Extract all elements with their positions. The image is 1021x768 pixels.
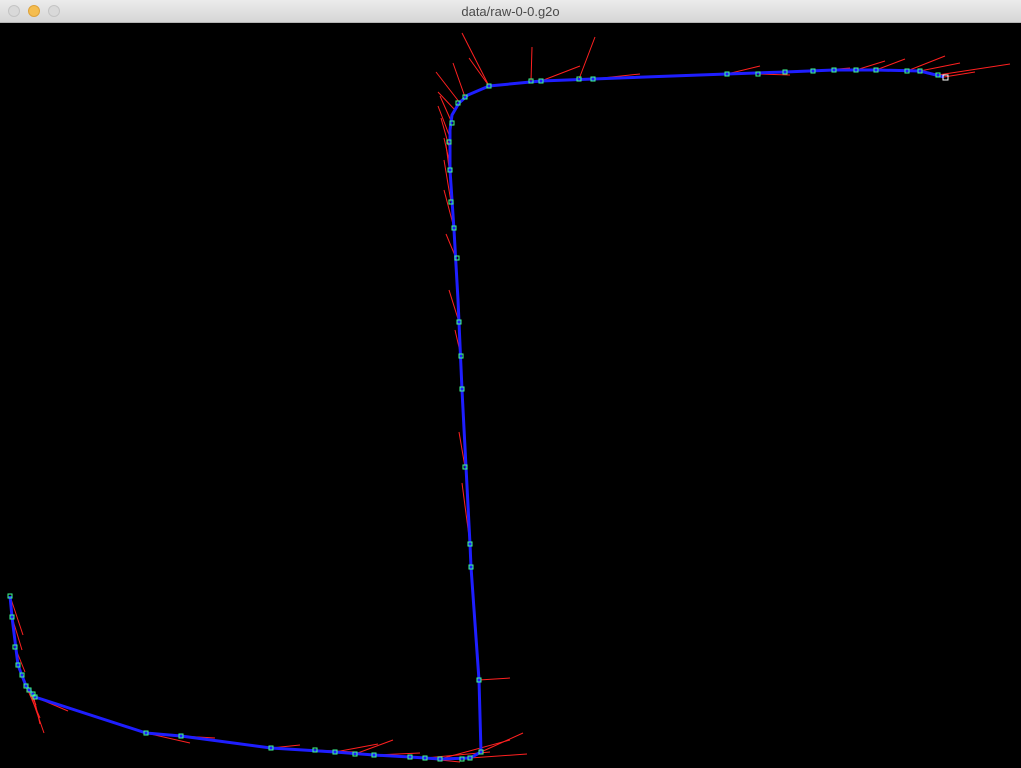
pose-vertex: [528, 78, 534, 84]
pose-vertex: [935, 72, 941, 78]
zoom-button[interactable]: [48, 5, 60, 17]
pose-vertex: [446, 139, 452, 145]
pose-vertex: [831, 67, 837, 73]
pose-vertex: [476, 677, 482, 683]
constraint-edge: [469, 753, 528, 759]
pose-vertex: [143, 730, 149, 736]
close-button[interactable]: [8, 5, 20, 17]
pose-vertex: [26, 687, 32, 693]
pose-vertex: [458, 353, 464, 359]
pose-vertex: [478, 749, 484, 755]
pose-vertex: [456, 319, 462, 325]
pose-vertex: [15, 662, 21, 668]
constraint-edge: [540, 65, 581, 82]
pose-vertex: [590, 76, 596, 82]
constraint-edge: [461, 32, 490, 87]
minimize-button[interactable]: [28, 5, 40, 17]
pose-vertex: [904, 68, 910, 74]
pose-vertex: [462, 94, 468, 100]
constraint-edge: [943, 71, 976, 78]
constraint-edge: [452, 62, 466, 98]
constraint-edge: [334, 743, 379, 753]
pose-vertex: [467, 755, 473, 761]
trajectory-path: [8, 68, 945, 761]
pose-vertex: [268, 745, 274, 751]
pose-vertex: [538, 78, 544, 84]
pose-vertex: [853, 67, 859, 73]
constraint-edge: [530, 46, 533, 82]
pose-graph-canvas[interactable]: [0, 23, 1021, 768]
pose-vertex: [7, 593, 13, 599]
pose-vertices: [7, 67, 941, 762]
pose-vertex: [422, 755, 428, 761]
pose-vertex: [917, 68, 923, 74]
constraint-edge: [437, 91, 456, 111]
pose-vertex: [782, 69, 788, 75]
pose-vertex: [9, 614, 15, 620]
graph-viewport[interactable]: [0, 23, 1021, 768]
window-title: data/raw-0-0.g2o: [461, 4, 560, 19]
constraint-edge: [9, 595, 24, 636]
pose-vertex: [459, 386, 465, 392]
pose-vertex: [810, 68, 816, 74]
constraint-edge: [435, 71, 461, 104]
current-pose-marker: [942, 74, 949, 81]
constraint-edge: [443, 159, 452, 203]
pose-vertex: [449, 120, 455, 126]
pose-vertex: [724, 71, 730, 77]
constraint-edge: [439, 95, 453, 124]
constraint-edge: [478, 677, 511, 681]
pose-vertex: [755, 71, 761, 77]
pose-vertex: [437, 756, 443, 762]
pose-vertex: [451, 225, 457, 231]
constraint-edge: [875, 58, 906, 71]
pose-vertex: [352, 751, 358, 757]
pose-vertex: [19, 672, 25, 678]
pose-vertex: [467, 541, 473, 547]
pose-vertex: [454, 255, 460, 261]
constraint-edge: [28, 689, 45, 734]
constraint-edge: [458, 431, 466, 468]
pose-vertex: [576, 76, 582, 82]
pose-vertex: [178, 733, 184, 739]
pose-vertex: [448, 199, 454, 205]
pose-vertex: [32, 694, 38, 700]
constraint-edge: [937, 63, 1011, 76]
pose-vertex: [312, 747, 318, 753]
pose-vertex: [407, 754, 413, 760]
constraint-edge: [906, 55, 946, 72]
pose-vertex: [371, 752, 377, 758]
pose-vertex: [455, 100, 461, 106]
pose-vertex: [459, 756, 465, 762]
canvas-background: [0, 23, 1021, 768]
pose-vertex: [486, 83, 492, 89]
pose-vertex: [332, 749, 338, 755]
pose-vertex: [447, 167, 453, 173]
pose-vertex: [462, 464, 468, 470]
pose-vertex: [873, 67, 879, 73]
title-bar[interactable]: data/raw-0-0.g2o: [0, 0, 1021, 23]
constraint-edge: [468, 57, 490, 87]
pose-vertex: [468, 564, 474, 570]
pose-vertex: [23, 683, 29, 689]
constraint-edge: [919, 62, 961, 72]
constraint-edge: [578, 36, 596, 80]
pose-vertex: [12, 644, 18, 650]
constraint-edge: [354, 739, 394, 755]
